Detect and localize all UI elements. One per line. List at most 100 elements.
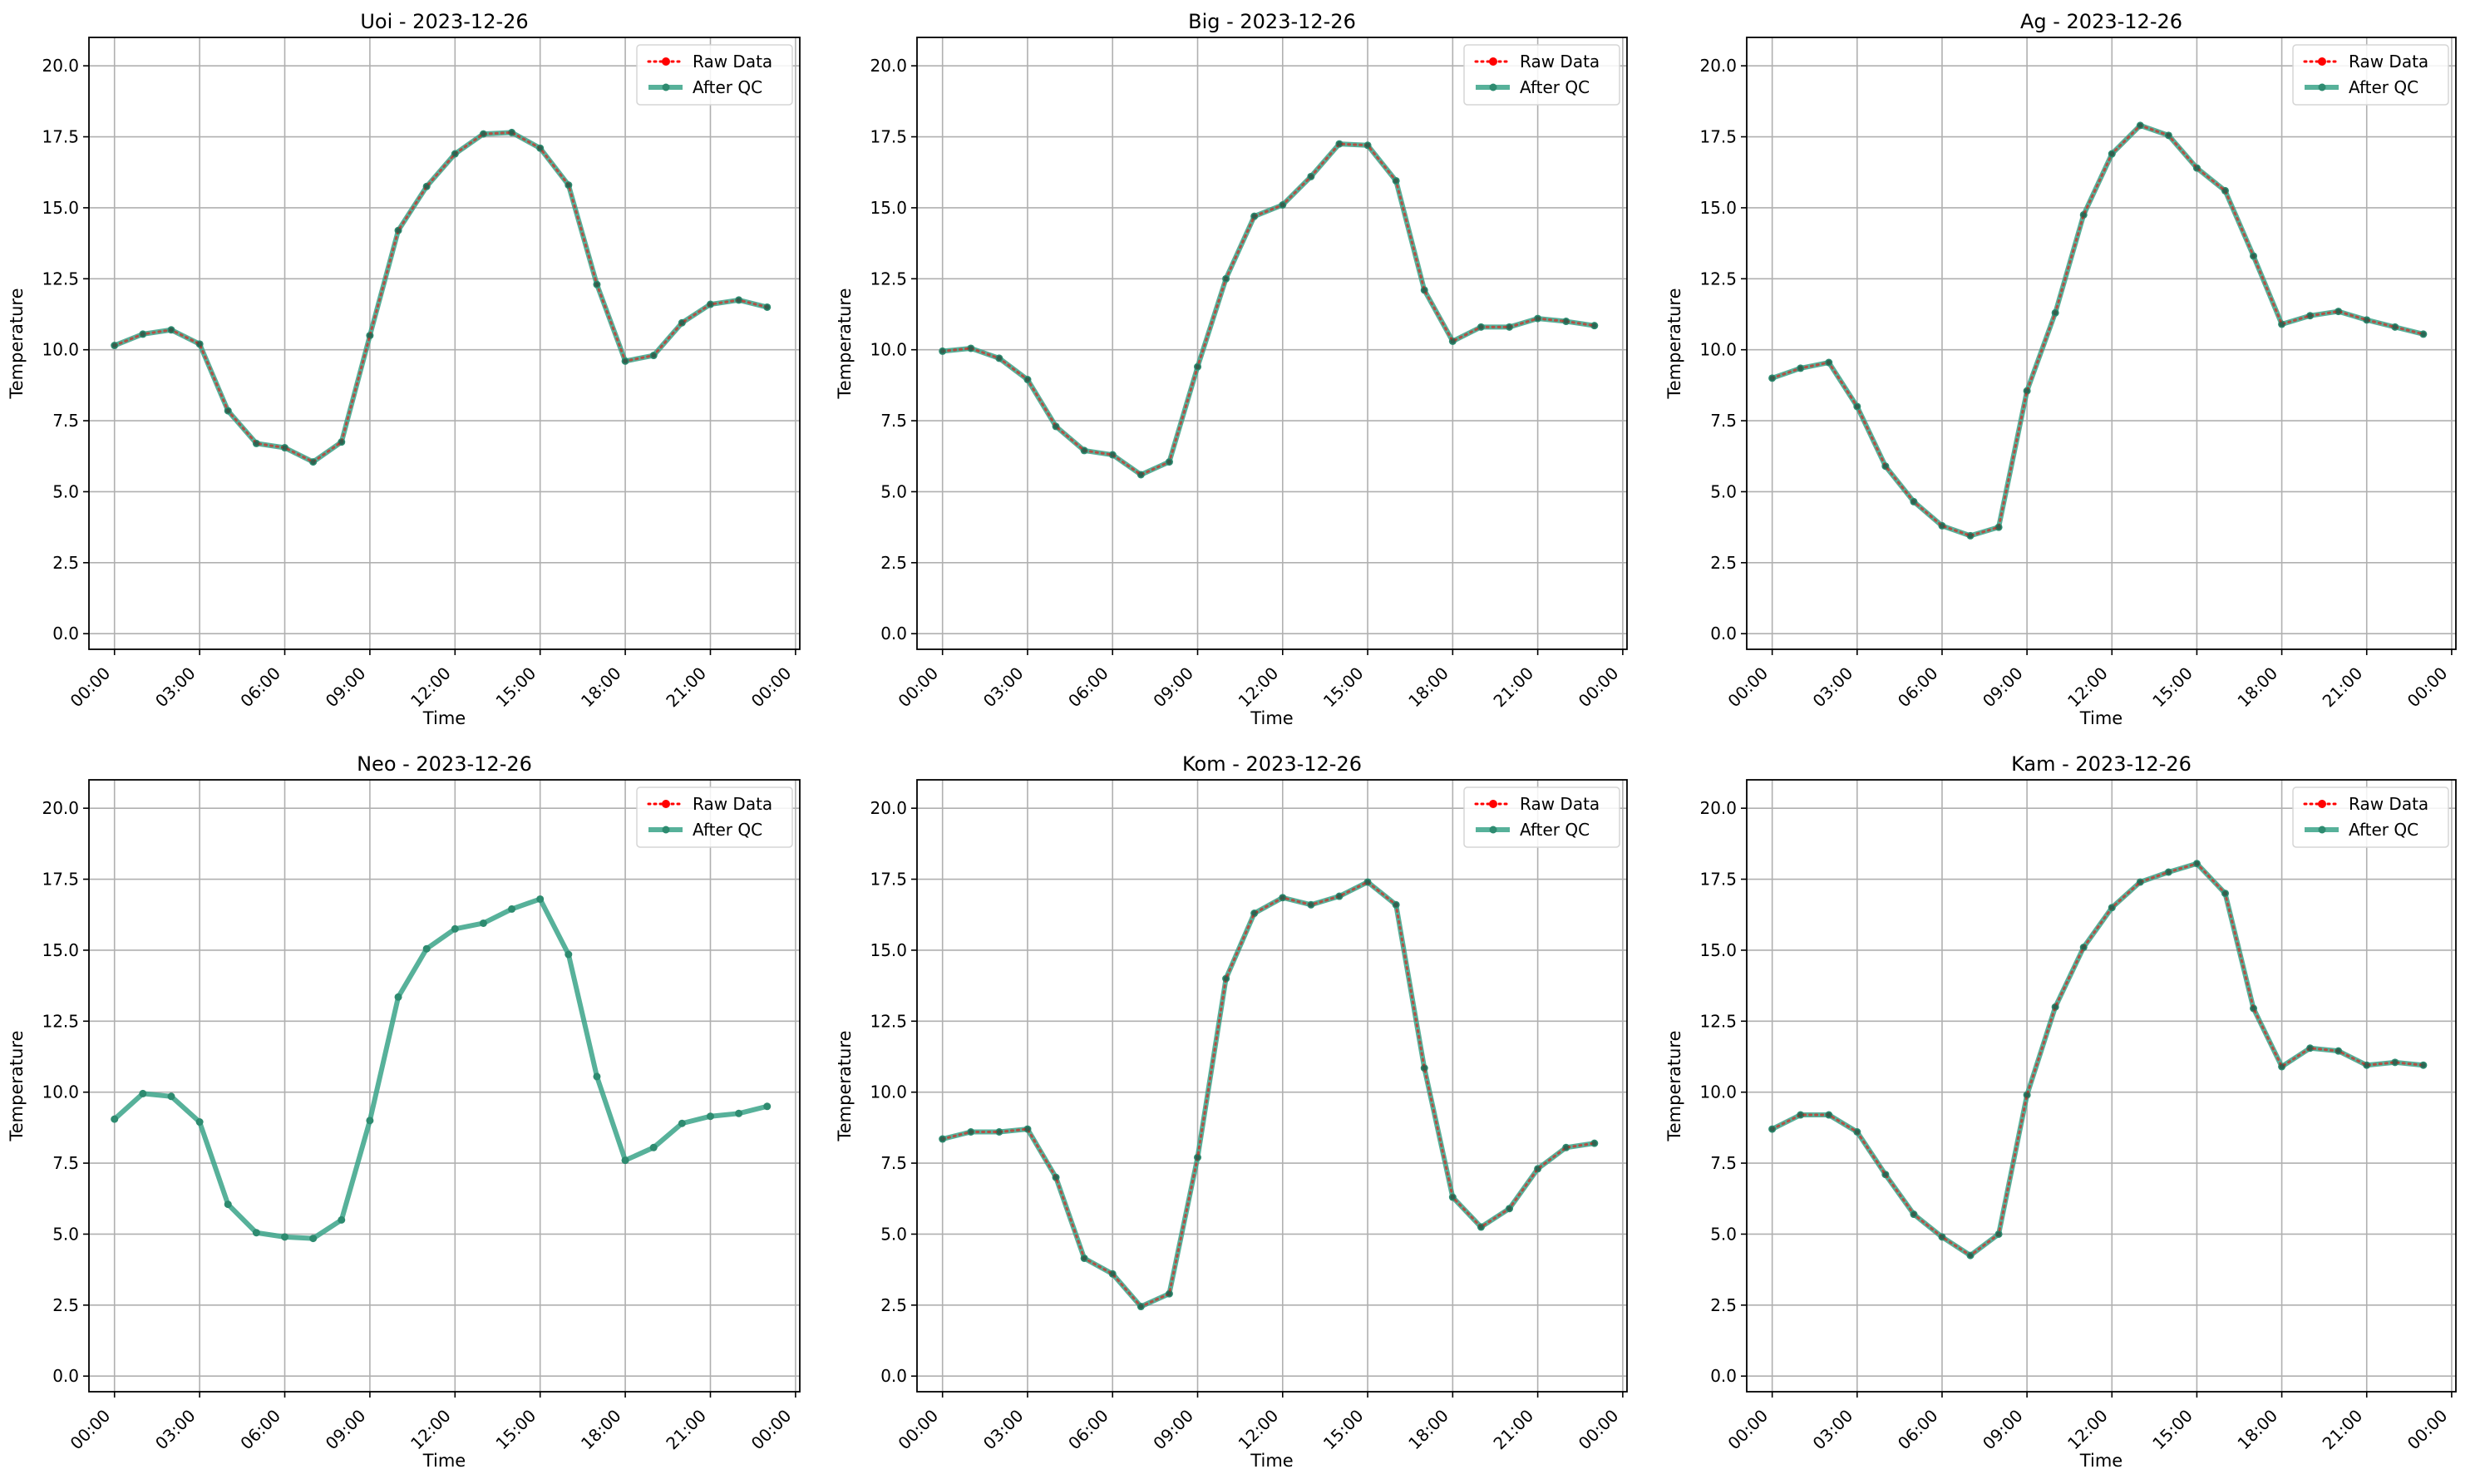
x-axis-label: Time xyxy=(1250,708,1293,728)
raw-data-point xyxy=(1939,1234,1945,1240)
raw-data-point xyxy=(396,228,402,234)
raw-data-point xyxy=(1393,178,1399,184)
raw-data-point xyxy=(338,439,344,445)
after-qc-point xyxy=(252,1229,260,1237)
y-tick-label: 2.5 xyxy=(880,553,907,573)
subplot-2: 00:00 03:00 06:00 09:00 12:00 15:00 18:00 21:00… xyxy=(835,10,1628,728)
x-tick-label: 03:00 xyxy=(1809,1406,1857,1454)
legend: Raw Data After QC xyxy=(2292,786,2449,848)
y-tick-label: 17.5 xyxy=(42,870,79,890)
y-tick-label: 10.0 xyxy=(42,1082,79,1102)
x-axis-label: Time xyxy=(2079,1451,2123,1471)
x-tick-label: 15:00 xyxy=(492,1406,540,1454)
x-tick-label: 12:00 xyxy=(407,663,455,712)
y-tick-label: 17.5 xyxy=(42,127,79,147)
y-tick-label: 20.0 xyxy=(1699,56,1737,76)
x-tick-label: 15:00 xyxy=(1319,663,1368,712)
raw-data-point xyxy=(2222,188,2228,194)
after-qc-line xyxy=(1769,860,2426,1259)
raw-data-point xyxy=(1882,463,1888,469)
raw-data-point xyxy=(1279,202,1285,208)
raw-data-point xyxy=(1422,1065,1427,1071)
raw-data-point xyxy=(1024,377,1030,382)
after-qc-point xyxy=(479,919,487,927)
raw-data-point xyxy=(2335,308,2341,314)
raw-data-point xyxy=(1053,1175,1059,1181)
raw-data-point xyxy=(2251,1005,2256,1011)
x-tick-label: 18:00 xyxy=(2233,1406,2281,1454)
after-qc-point xyxy=(763,1102,772,1111)
raw-data-point xyxy=(1082,1255,1087,1261)
after-qc-point xyxy=(593,1072,601,1081)
raw-data-point xyxy=(481,131,486,137)
y-axis-label: Temperature xyxy=(835,288,855,399)
subplot-title: Kom - 2023-12-26 xyxy=(1182,752,1362,776)
after-qc-point xyxy=(706,1112,714,1121)
x-tick-label: 00:00 xyxy=(894,1406,942,1454)
raw-data-point xyxy=(764,304,770,310)
axes-frame xyxy=(1746,779,2457,1393)
y-tick-label: 15.0 xyxy=(870,198,907,218)
raw-data-point xyxy=(310,459,316,465)
legend-raw-marker xyxy=(2318,800,2326,808)
raw-data-point xyxy=(679,320,685,326)
raw-data-point xyxy=(736,297,742,303)
subplot-4: 00:00 03:00 06:00 09:00 12:00 15:00 18:00 21:00… xyxy=(7,752,801,1471)
x-tick-label: 03:00 xyxy=(1809,663,1857,712)
legend-qc-label: After QC xyxy=(2349,77,2418,97)
raw-data-point xyxy=(2222,890,2228,896)
axes-frame xyxy=(916,779,1628,1393)
raw-data-point xyxy=(1308,902,1314,908)
raw-data-point xyxy=(1563,1145,1569,1151)
x-tick-label: 06:00 xyxy=(1894,1406,1942,1454)
raw-data-point xyxy=(1110,452,1116,458)
y-tick-label: 10.0 xyxy=(1699,1082,1737,1102)
raw-data-point xyxy=(452,151,458,157)
y-tick-label: 2.5 xyxy=(1710,1295,1737,1315)
legend-raw-marker xyxy=(1489,57,1497,66)
y-tick-label: 15.0 xyxy=(1699,940,1737,960)
y-tick-label: 10.0 xyxy=(870,1082,907,1102)
legend-qc-marker xyxy=(2318,83,2326,91)
after-qc-point xyxy=(508,905,516,913)
raw-data-point xyxy=(1308,174,1314,180)
raw-data-point xyxy=(996,1129,1002,1135)
after-qc-point xyxy=(338,1215,346,1224)
y-tick-label: 7.5 xyxy=(880,1153,907,1173)
after-qc-point xyxy=(565,950,573,959)
raw-data-point xyxy=(1826,1112,1832,1118)
raw-data-point xyxy=(2392,1059,2398,1065)
y-tick-label: 20.0 xyxy=(1699,798,1737,818)
y-axis-label: Temperature xyxy=(1664,1030,1684,1141)
y-tick-label: 7.5 xyxy=(52,1153,79,1173)
raw-data-point xyxy=(1195,1155,1201,1161)
raw-data-point xyxy=(1968,1253,1974,1259)
legend-qc-label: After QC xyxy=(693,77,762,97)
legend-qc-marker xyxy=(662,826,670,834)
x-tick-label: 03:00 xyxy=(151,663,200,712)
y-tick-label: 7.5 xyxy=(1710,1153,1737,1173)
subplot-5: 00:00 03:00 06:00 09:00 12:00 15:00 18:00 21:00… xyxy=(835,752,1628,1471)
after-qc-line xyxy=(111,896,770,1241)
raw-data-point xyxy=(168,327,174,333)
x-tick-label: 06:00 xyxy=(236,663,284,712)
x-tick-label: 21:00 xyxy=(2319,1406,2367,1454)
y-tick-label: 12.5 xyxy=(1699,269,1737,288)
x-tick-label: 21:00 xyxy=(1489,1406,1537,1454)
y-tick-label: 0.0 xyxy=(52,624,79,643)
legend-qc-label: After QC xyxy=(2349,820,2418,840)
raw-data-line xyxy=(941,142,1596,476)
y-tick-label: 7.5 xyxy=(1710,411,1737,431)
raw-data-point xyxy=(2194,165,2200,171)
subplot-1: 00:00 03:00 06:00 09:00 12:00 15:00 18:00 21:00… xyxy=(7,10,801,728)
legend: Raw Data After QC xyxy=(636,786,793,848)
raw-data-point xyxy=(1996,1231,2002,1237)
raw-data-point xyxy=(1422,287,1427,293)
raw-data-point xyxy=(1138,1304,1144,1309)
after-qc-point xyxy=(451,924,459,933)
x-tick-label: 15:00 xyxy=(492,663,540,712)
y-axis-label: Temperature xyxy=(1664,288,1684,399)
raw-data-point xyxy=(1882,1171,1888,1177)
axes-frame xyxy=(916,37,1628,650)
raw-data-point xyxy=(2279,1063,2285,1069)
